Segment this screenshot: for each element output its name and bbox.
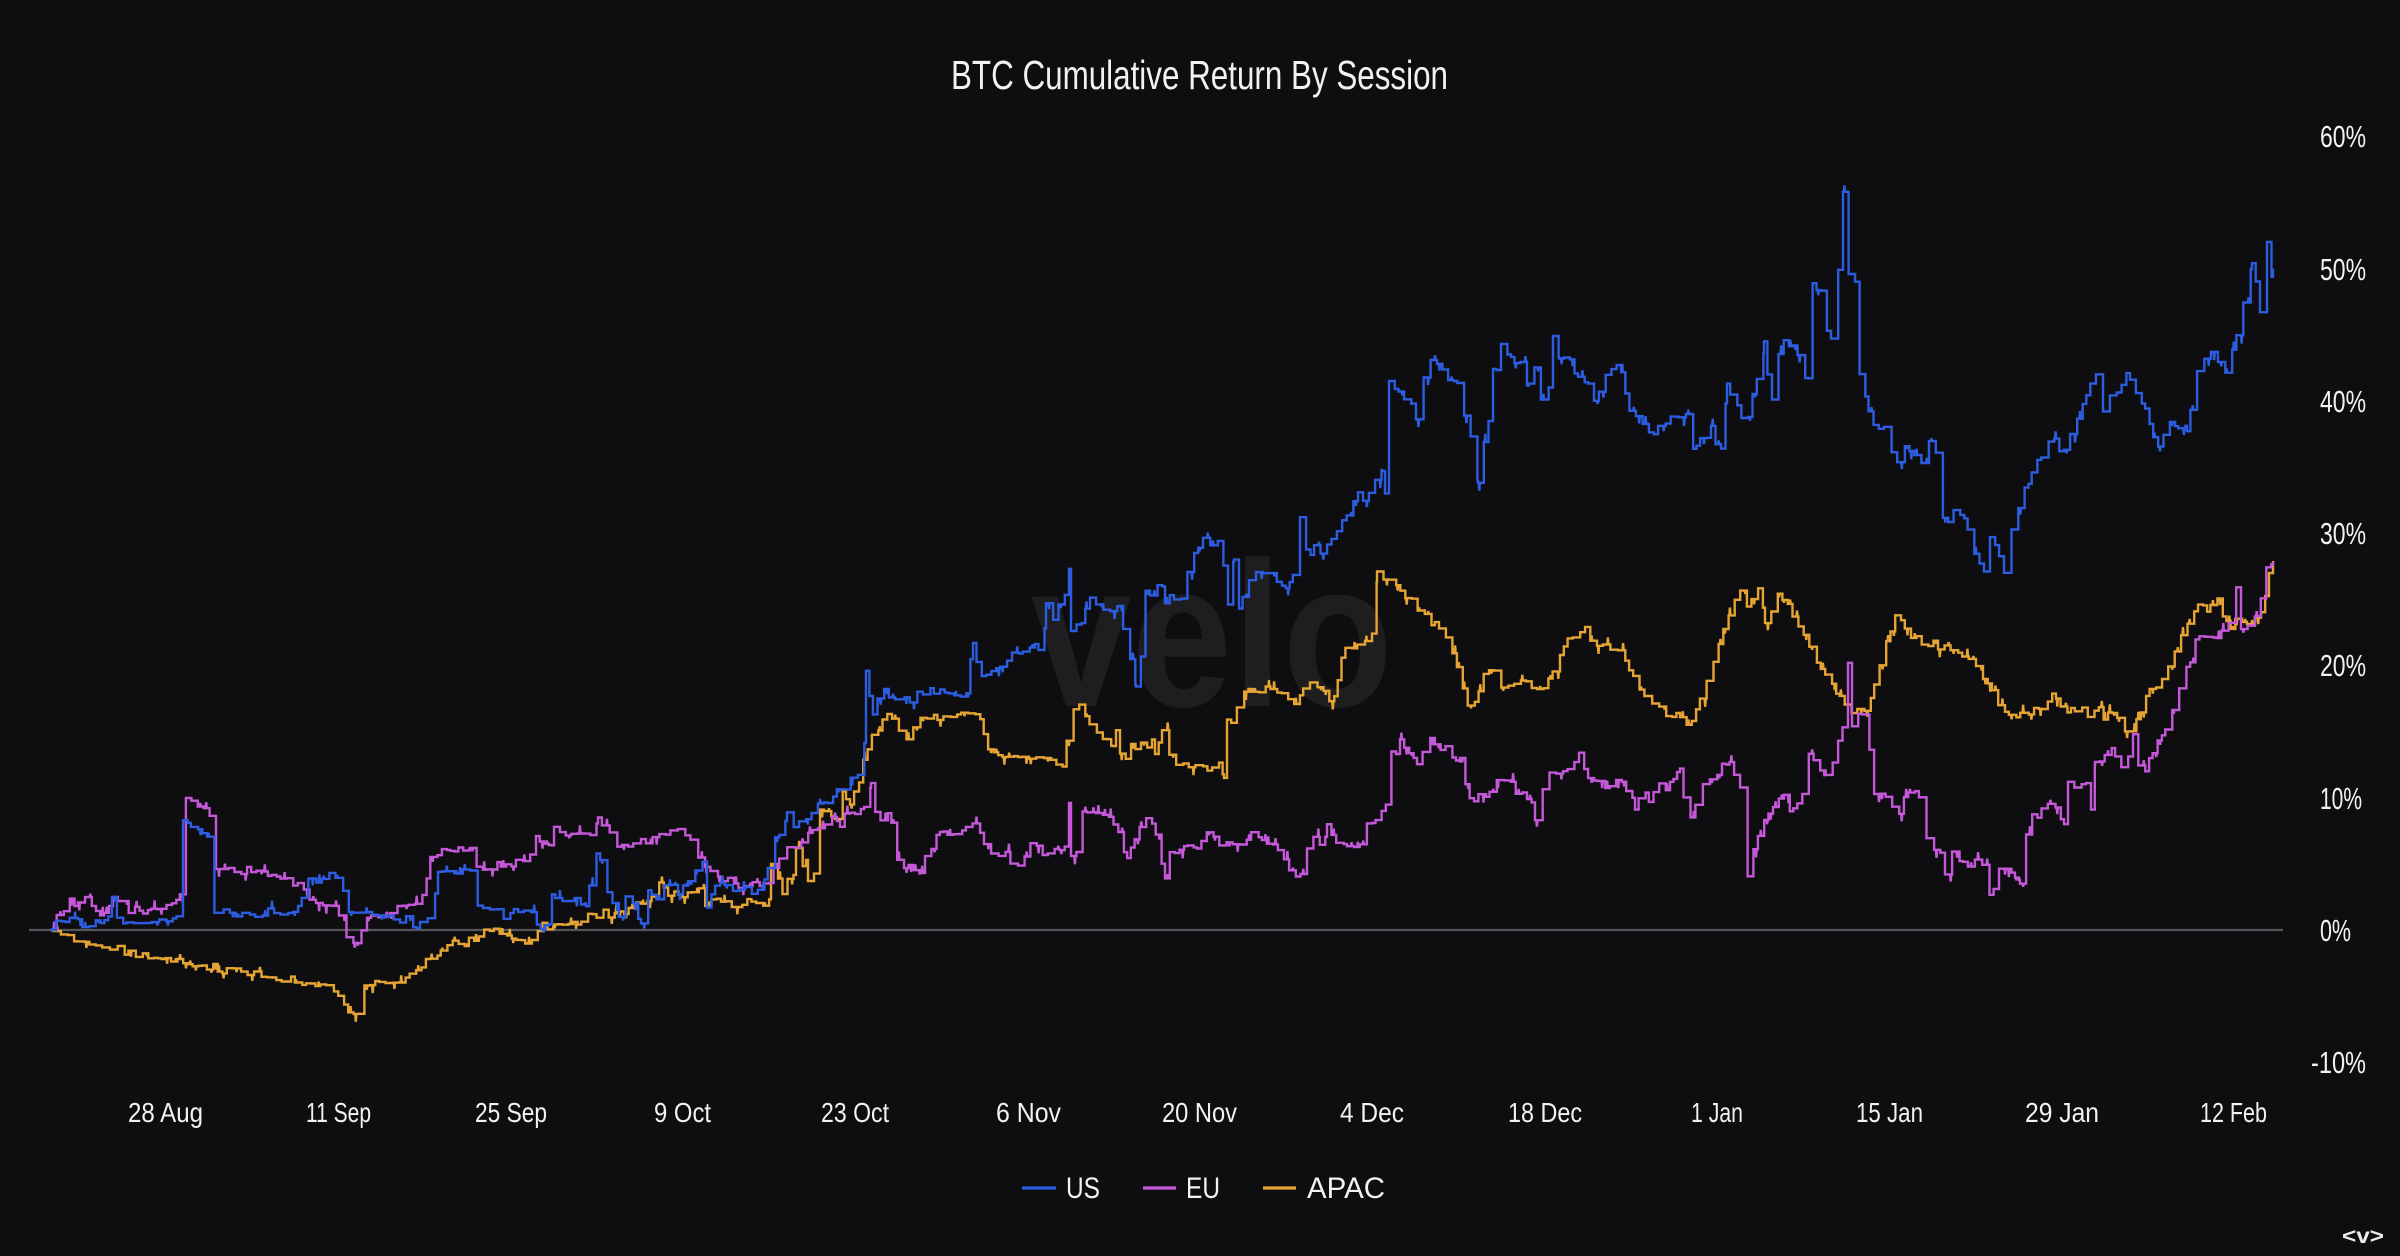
svg-text:6 Nov: 6 Nov — [996, 1097, 1061, 1128]
svg-text:EU: EU — [1186, 1172, 1220, 1205]
svg-text:30%: 30% — [2320, 516, 2366, 551]
svg-text:12 Feb: 12 Feb — [2200, 1097, 2267, 1128]
svg-text:US: US — [1066, 1172, 1100, 1205]
svg-text:23 Oct: 23 Oct — [821, 1097, 889, 1128]
svg-text:29 Jan: 29 Jan — [2025, 1097, 2099, 1128]
svg-text:20%: 20% — [2320, 648, 2366, 683]
svg-text:9 Oct: 9 Oct — [654, 1097, 711, 1128]
svg-text:50%: 50% — [2320, 252, 2366, 287]
svg-text:60%: 60% — [2320, 119, 2366, 154]
svg-text:11 Sep: 11 Sep — [306, 1097, 371, 1128]
svg-text:25 Sep: 25 Sep — [475, 1097, 547, 1128]
svg-text:10%: 10% — [2320, 781, 2362, 816]
svg-text:0%: 0% — [2320, 913, 2351, 948]
svg-text:velo: velo — [1031, 519, 1393, 750]
svg-text:APAC: APAC — [1307, 1172, 1385, 1205]
svg-text:1 Jan: 1 Jan — [1691, 1097, 1743, 1128]
svg-text:28 Aug: 28 Aug — [128, 1097, 203, 1128]
svg-text:18 Dec: 18 Dec — [1508, 1097, 1582, 1128]
svg-text:BTC Cumulative Return By Sessi: BTC Cumulative Return By Session — [951, 52, 1448, 98]
svg-text:-10%: -10% — [2311, 1045, 2366, 1080]
svg-text:40%: 40% — [2320, 384, 2366, 419]
svg-text:15 Jan: 15 Jan — [1856, 1097, 1923, 1128]
svg-text:4 Dec: 4 Dec — [1340, 1097, 1404, 1128]
svg-text:20 Nov: 20 Nov — [1162, 1097, 1237, 1128]
svg-text:<v>: <v> — [2342, 1225, 2384, 1248]
